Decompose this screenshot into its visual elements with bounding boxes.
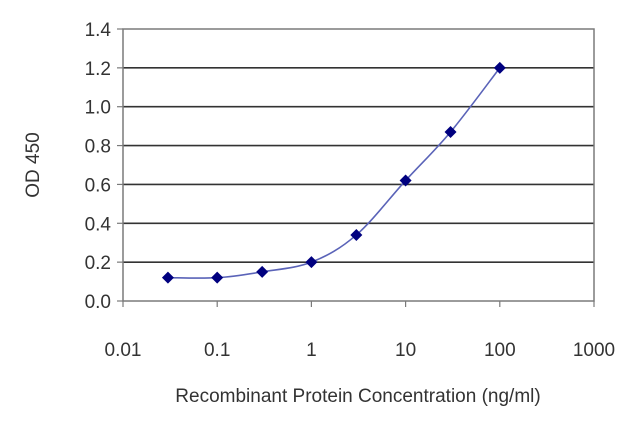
y-tick-label: 1.4 bbox=[85, 20, 112, 41]
series-line bbox=[167, 67, 501, 279]
data-point-marker bbox=[211, 271, 224, 284]
y-tick-label: 1.0 bbox=[85, 98, 111, 119]
data-points bbox=[161, 61, 506, 284]
data-point-marker bbox=[161, 271, 174, 284]
grid-lines bbox=[123, 67, 594, 263]
data-point-marker bbox=[399, 174, 412, 187]
x-tick-label: 100 bbox=[484, 340, 516, 361]
y-tick-label: 0.0 bbox=[85, 292, 111, 313]
plot-frame bbox=[122, 28, 595, 302]
x-tick-label: 0.1 bbox=[204, 340, 230, 361]
y-axis-title: OD 450 bbox=[23, 132, 44, 197]
y-tick-label: 0.2 bbox=[85, 253, 111, 274]
y-tick-label: 0.6 bbox=[85, 175, 111, 196]
x-axis-title: Recombinant Protein Concentration (ng/ml… bbox=[175, 386, 540, 407]
y-tick-label: 1.2 bbox=[85, 59, 111, 80]
data-point-marker bbox=[305, 256, 318, 269]
x-tick-label: 1000 bbox=[573, 340, 615, 361]
y-axis: 0.0 0.2 0.4 0.6 0.8 1.0 1.2 1.4 bbox=[85, 20, 123, 313]
x-axis: 0.01 0.1 1 10 100 1000 bbox=[105, 301, 615, 361]
data-point-marker bbox=[256, 265, 269, 278]
x-tick-label: 0.01 bbox=[105, 340, 142, 361]
x-tick-label: 1 bbox=[306, 340, 317, 361]
data-point-marker bbox=[444, 125, 457, 138]
data-point-marker bbox=[350, 228, 363, 241]
y-tick-label: 0.4 bbox=[85, 214, 112, 235]
y-tick-label: 0.8 bbox=[85, 137, 111, 158]
data-point-marker bbox=[493, 61, 506, 74]
x-tick-label: 10 bbox=[395, 340, 416, 361]
